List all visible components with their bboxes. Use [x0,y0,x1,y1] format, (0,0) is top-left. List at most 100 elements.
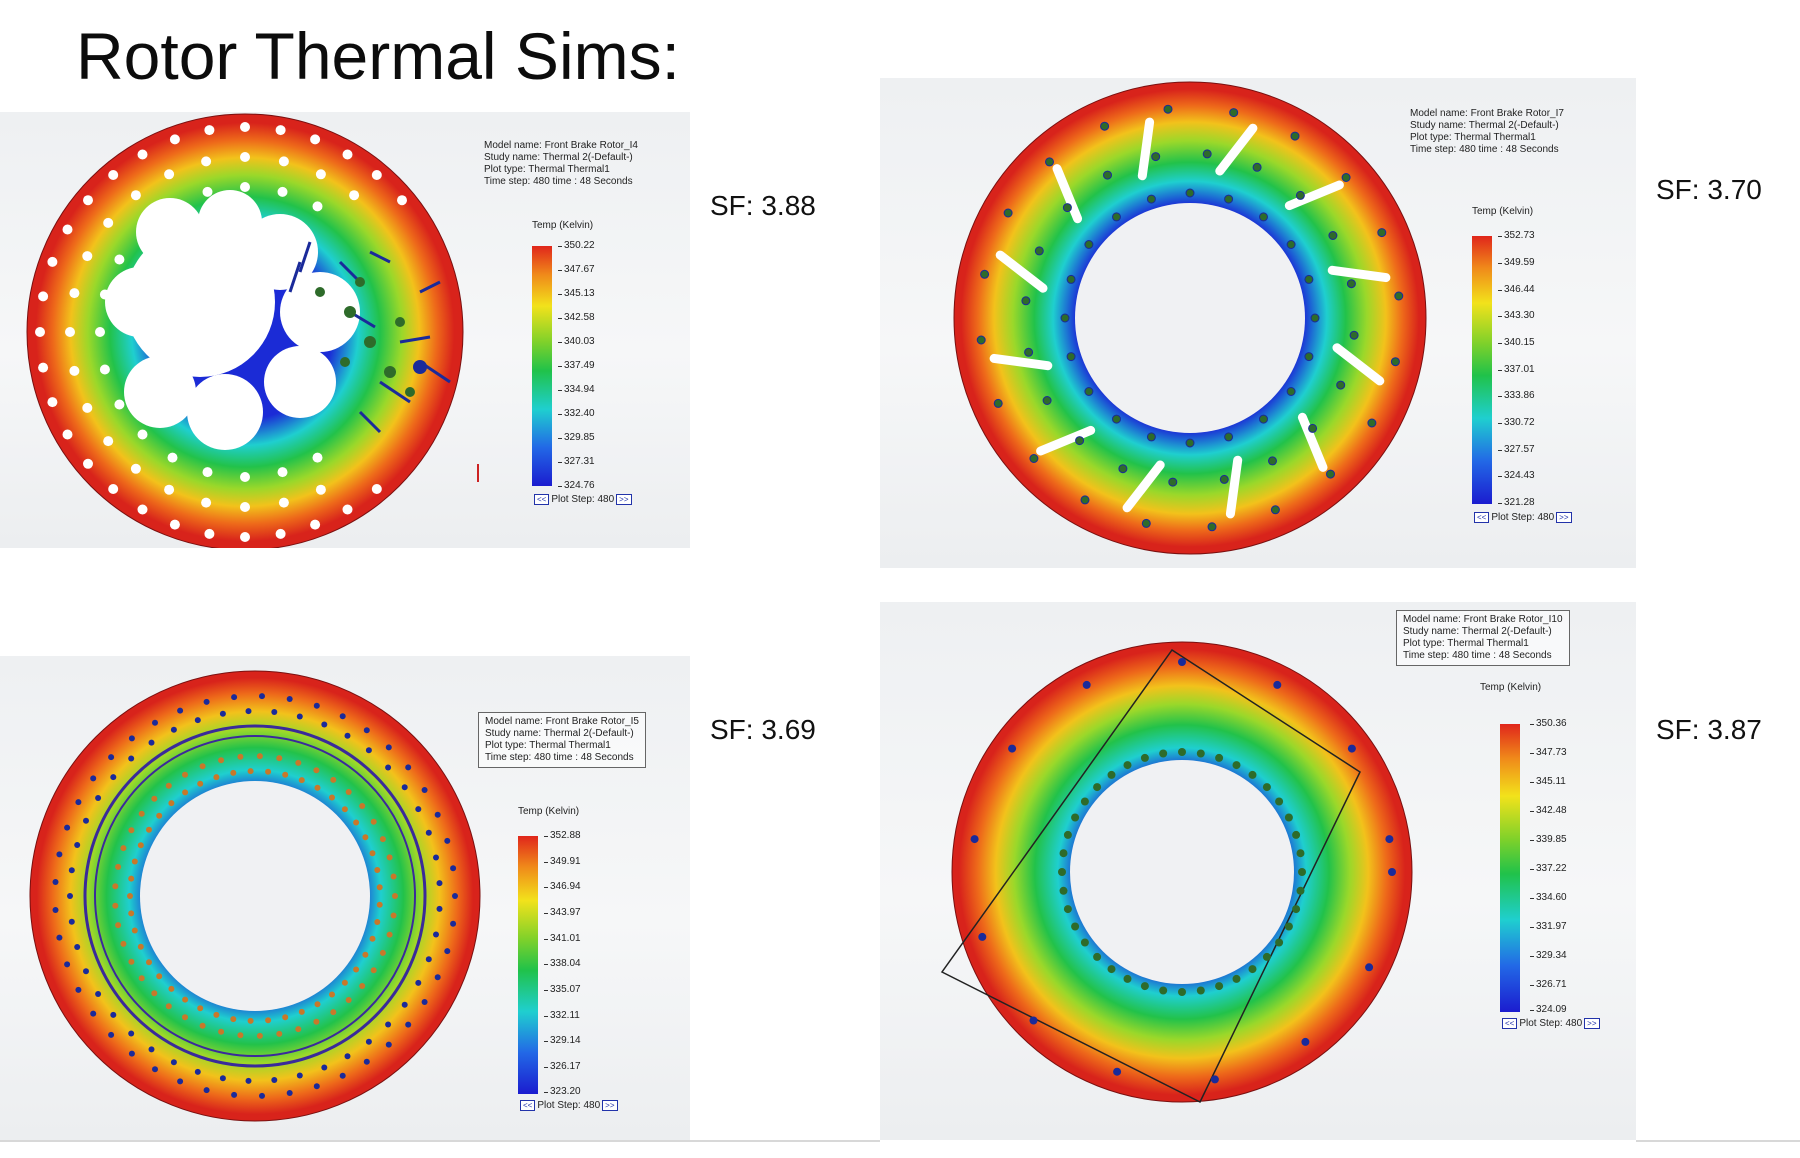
vent-hole [69,288,80,299]
vent-slot [989,353,1053,371]
vent-slot [1332,343,1385,386]
vent-hole [137,224,148,235]
mesh-node [256,1032,263,1039]
mesh-node [194,1068,201,1075]
legend-tick: 332.40 [558,408,595,419]
next-step-button[interactable]: >> [1584,1018,1600,1029]
vent-slot [1122,460,1165,513]
vent-hole [99,364,110,375]
vent-hole [62,224,73,235]
vent-hole [38,362,49,373]
legend-tick: 327.31 [558,456,595,467]
mesh-node [177,1078,184,1085]
mesh-node [1367,418,1377,428]
next-step-button[interactable]: >> [616,494,632,505]
mesh-node [165,782,172,789]
model-name: Model name: Front Brake Rotor_I4 [484,140,638,151]
mesh-node [1232,761,1241,770]
mesh-node [401,1001,408,1008]
mesh-node [128,958,135,965]
vent-hole [310,134,321,145]
previous-step-button[interactable]: << [1502,1018,1518,1029]
mesh-node [993,398,1003,408]
mesh-node [1062,203,1072,213]
previous-step-button[interactable]: << [1474,512,1490,523]
vent-hole [278,497,289,508]
mesh-node [1252,162,1262,172]
mesh-node [128,827,135,834]
plot-step-control: << Plot Step: 480 >> [1500,1018,1602,1029]
bolt-hole [1008,744,1017,753]
legend-tick: 350.36 [1530,718,1567,729]
rotor-i4-fixtures [288,241,451,434]
mesh-node [203,1087,210,1094]
mesh-node [1080,938,1089,947]
legend-tick: 324.76 [558,480,595,491]
vent-hole [38,291,49,302]
vent-hole [108,170,119,180]
mesh-node [168,800,175,807]
legend-tick: 335.07 [544,984,581,995]
mesh-node [56,934,63,941]
mesh-node [401,784,408,791]
plot-type: Plot type: Thermal Thermal1 [1403,638,1529,649]
plot-type: Plot type: Thermal Thermal1 [485,740,611,751]
mesh-node [405,764,412,771]
mesh-node [415,979,422,986]
legend-tick: 349.91 [544,856,581,867]
vent-hole [47,397,58,408]
rotor-i7-mesh-nodes [976,104,1404,532]
mesh-node [286,1090,293,1096]
mesh-node [1084,387,1094,396]
rotor-i5-contour-plot [29,670,481,1122]
mesh-node [199,763,206,770]
mesh-node [1207,522,1217,532]
mesh-node [345,789,352,795]
mesh-node [314,1001,321,1008]
previous-step-button[interactable]: << [534,494,550,505]
vent-hole [240,532,250,542]
mesh-node [75,799,82,806]
mesh-node [203,698,210,705]
mesh-node [120,940,127,947]
mesh-node [90,1010,97,1017]
bolt-hole [1273,680,1282,689]
mesh-node [282,1014,289,1021]
mesh-node [170,726,177,733]
bolt-hole [1029,1016,1038,1025]
mesh-node [137,943,144,950]
legend-title: Temp (Kelvin) [518,806,580,817]
mesh-node [146,826,152,833]
mesh-node [67,893,73,899]
mesh-node [1224,432,1234,442]
mesh-node [1304,352,1314,362]
next-step-button[interactable]: >> [1556,512,1572,523]
vent-hole [277,186,288,197]
mesh-node [194,717,201,724]
mesh-node [450,920,457,927]
mesh-node [421,999,428,1005]
mesh-node [1268,456,1277,466]
mesh-node [341,806,348,813]
mesh-node [1151,152,1161,162]
model-name: Model name: Front Brake Rotor_I10 [1403,614,1563,625]
mesh-node [152,719,158,726]
legend-tick: 334.94 [558,384,595,395]
mesh-node [1310,313,1320,323]
rotor-i4-vent-holes [35,122,407,542]
vent-hole [103,436,114,447]
mesh-node [1286,240,1296,249]
mesh-node [110,1011,117,1018]
mesh-node [286,696,293,702]
mesh-node [425,829,432,836]
mesh-node [1141,518,1151,528]
mesh-node [1262,783,1271,792]
previous-step-button[interactable]: << [520,1100,536,1111]
mesh-node [298,1008,305,1015]
mesh-node [1140,753,1149,762]
mesh-node [1346,279,1356,289]
mesh-node [1224,194,1234,204]
mesh-node [1196,749,1205,758]
mesh-node [271,1077,278,1083]
next-step-button[interactable]: >> [602,1100,618,1111]
